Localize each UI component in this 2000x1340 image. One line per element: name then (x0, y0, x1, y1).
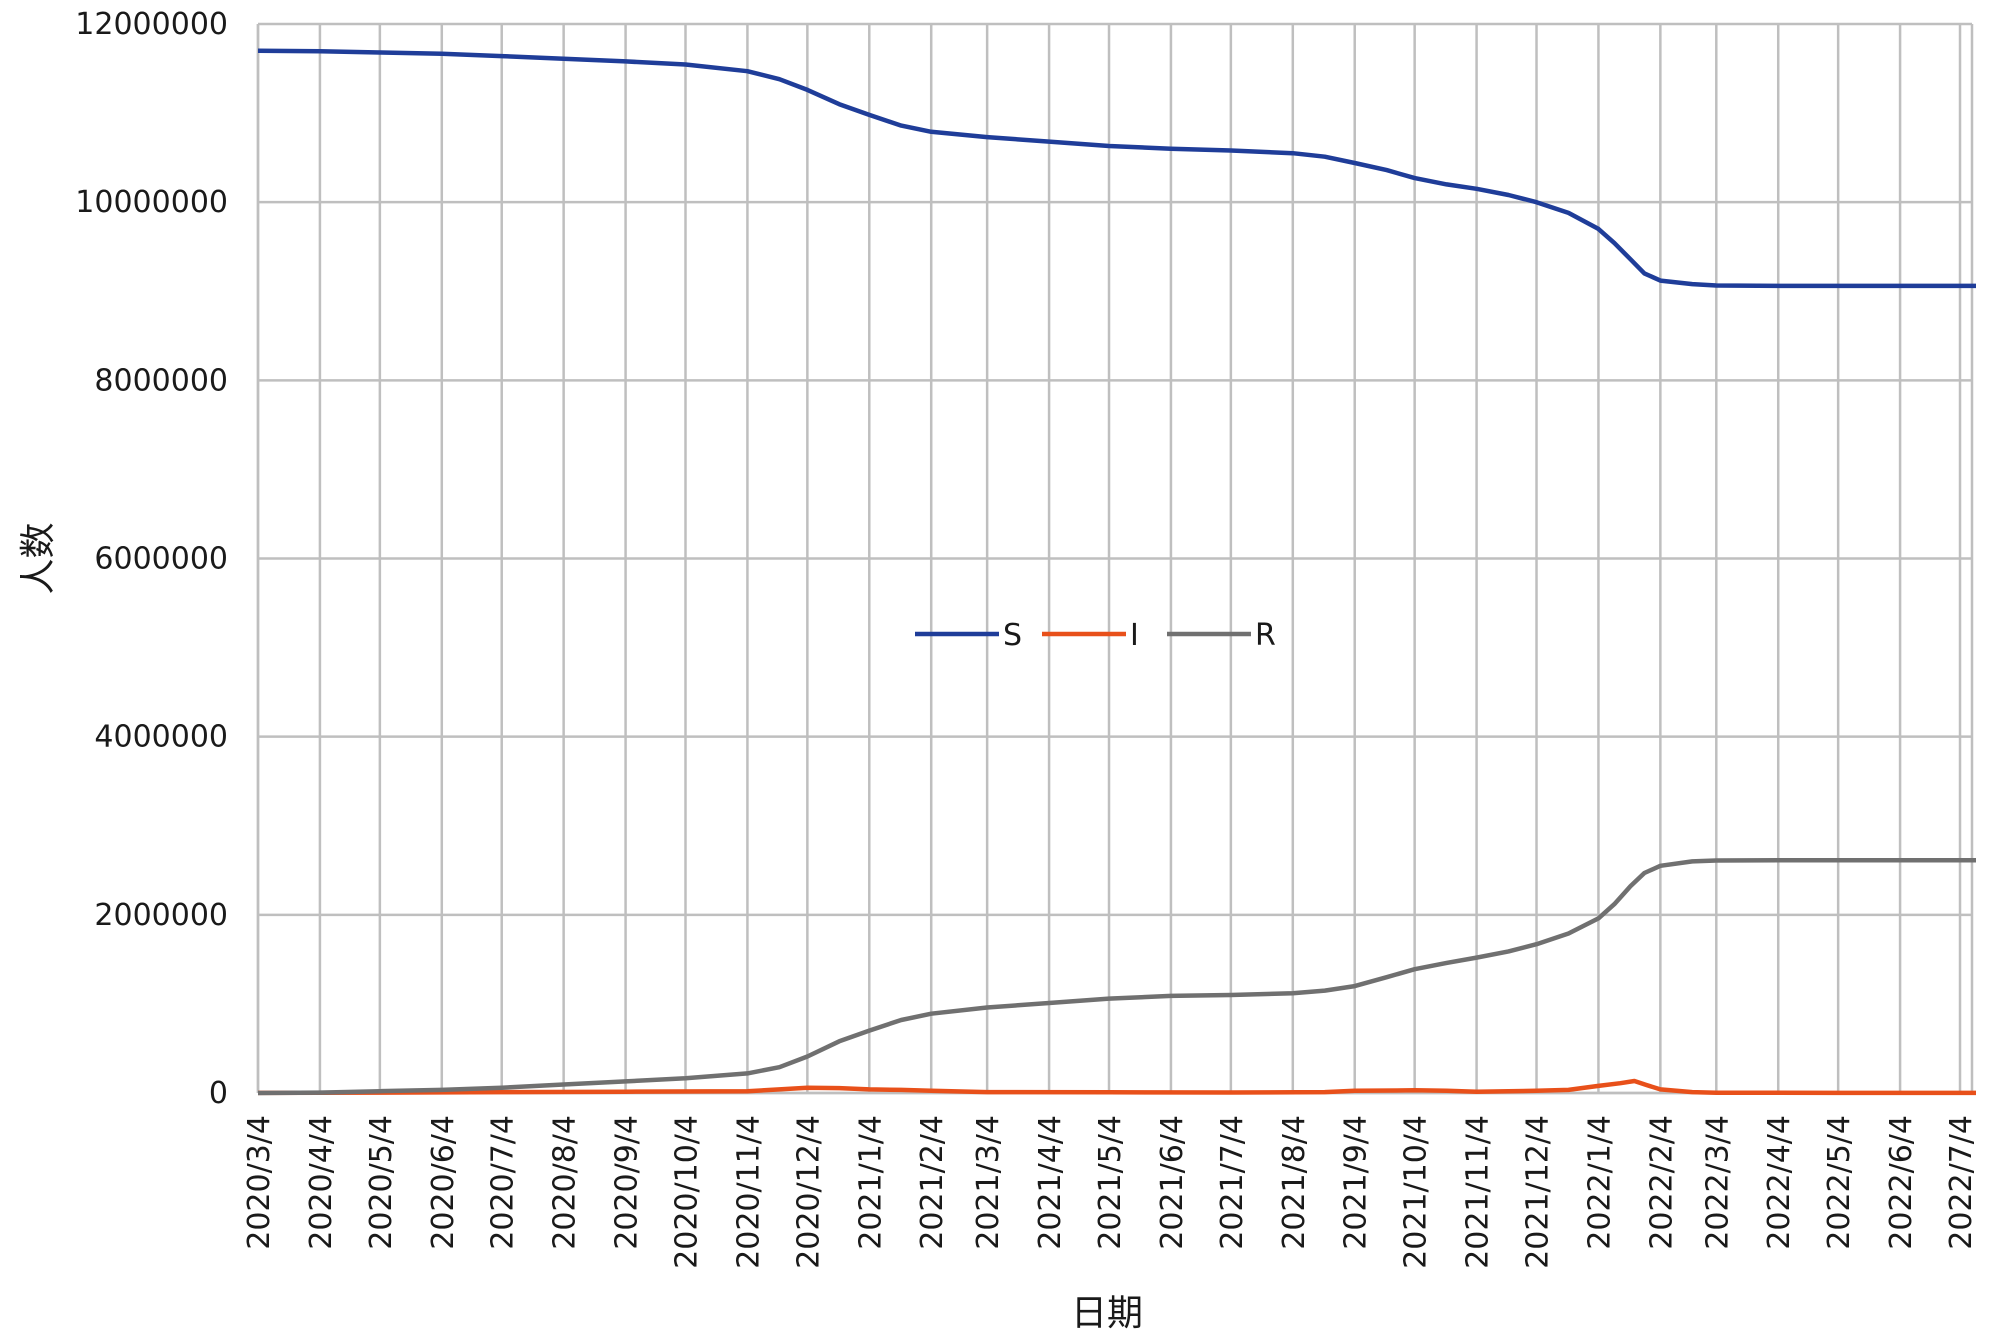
x-tick-label: 2022/1/4 (1582, 1115, 1617, 1250)
y-axis-title: 人数 (18, 522, 59, 594)
series-line-R (257, 858, 1976, 1096)
y-axis-ticks: 0 2000000 4000000 6000000 8000000 10000000 120… (75, 7, 228, 1111)
x-tick-label: 2020/8/4 (548, 1115, 583, 1250)
x-tick-label: 2021/7/4 (1215, 1115, 1250, 1250)
x-tick-label: 2021/5/4 (1093, 1115, 1128, 1250)
x-tick-label: 2020/4/4 (304, 1115, 339, 1250)
x-tick-label: 2022/6/4 (1884, 1115, 1919, 1250)
grid (256, 22, 1974, 1095)
x-tick-label: 2022/7/4 (1944, 1115, 1979, 1250)
y-tick-label: 8000000 (94, 363, 228, 398)
x-tick-label: 2021/3/4 (971, 1115, 1006, 1250)
x-axis-title: 日期 (1071, 1293, 1143, 1334)
y-tick-label: 2000000 (94, 898, 228, 933)
series-lines (257, 48, 1976, 1096)
x-tick-label: 2021/9/4 (1339, 1115, 1374, 1250)
x-tick-label: 2021/11/4 (1461, 1115, 1496, 1269)
x-tick-label: 2020/7/4 (486, 1115, 521, 1250)
y-tick-label: 0 (209, 1076, 228, 1111)
x-tick-label: 2021/2/4 (915, 1115, 950, 1250)
x-tick-label: 2021/6/4 (1155, 1115, 1190, 1250)
y-tick-label: 4000000 (94, 720, 228, 755)
x-axis-ticks: 2020/3/4 2020/4/4 2020/5/4 2020/6/4 2020/7/4… (242, 1115, 1979, 1269)
x-tick-label: 2020/9/4 (610, 1115, 645, 1250)
x-tick-label: 2020/5/4 (364, 1115, 399, 1250)
x-tick-label: 2021/8/4 (1277, 1115, 1312, 1250)
legend-label-R: R (1255, 618, 1276, 653)
y-tick-label: 6000000 (94, 542, 228, 577)
x-tick-label: 2020/11/4 (731, 1115, 766, 1269)
series-line-S (257, 48, 1976, 289)
legend-label-S: S (1003, 618, 1022, 653)
x-tick-label: 2020/10/4 (670, 1115, 705, 1269)
y-tick-label: 10000000 (75, 185, 228, 220)
legend-label-I: I (1130, 618, 1139, 653)
x-tick-label: 2021/4/4 (1033, 1115, 1068, 1250)
x-tick-label: 2021/10/4 (1399, 1115, 1434, 1269)
x-tick-label: 2022/4/4 (1762, 1115, 1797, 1250)
series-line-I (257, 1078, 1976, 1096)
x-tick-label: 2020/6/4 (426, 1115, 461, 1250)
x-tick-label: 2022/3/4 (1700, 1115, 1735, 1250)
y-tick-label: 12000000 (75, 7, 228, 42)
x-tick-label: 2021/1/4 (853, 1115, 888, 1250)
x-tick-label: 2021/12/4 (1521, 1115, 1556, 1269)
x-tick-label: 2020/3/4 (242, 1115, 277, 1250)
x-tick-label: 2022/5/4 (1822, 1115, 1857, 1250)
x-tick-label: 2020/12/4 (791, 1115, 826, 1269)
x-tick-label: 2022/2/4 (1644, 1115, 1679, 1250)
